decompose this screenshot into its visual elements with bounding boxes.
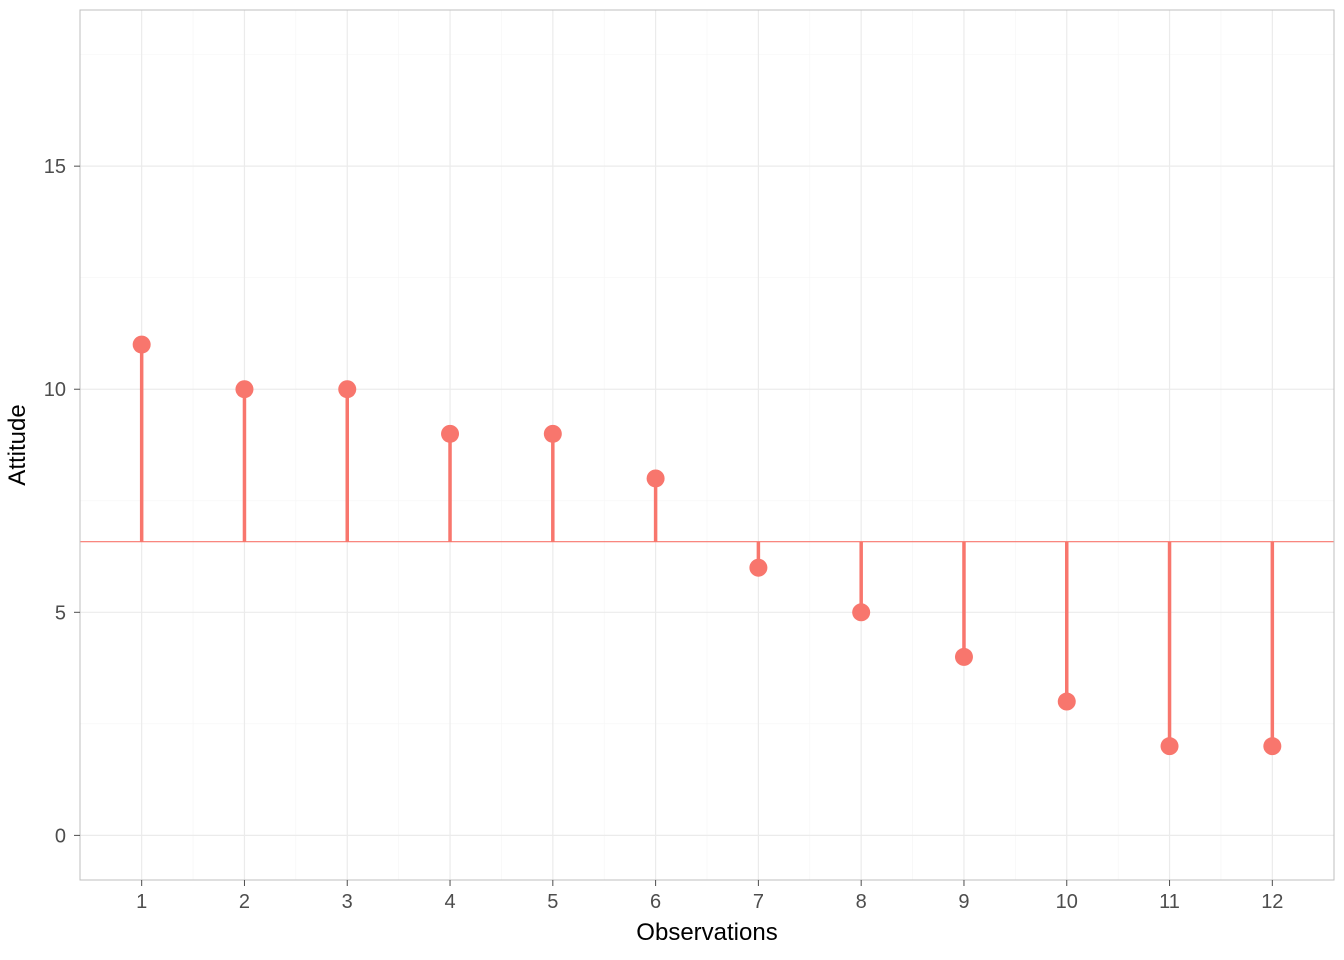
x-tick-label: 3	[342, 891, 353, 913]
chart-container: 123456789101112051015ObservationsAttitud…	[0, 0, 1344, 960]
lollipop-point	[955, 648, 973, 666]
x-tick-label: 1	[136, 891, 147, 913]
x-tick-label: 8	[856, 891, 867, 913]
y-axis-label: Attitude	[4, 404, 31, 485]
y-tick-label: 0	[55, 825, 66, 847]
lollipop-point	[441, 425, 459, 443]
y-tick-label: 10	[44, 379, 66, 401]
x-tick-label: 7	[753, 891, 764, 913]
x-tick-label: 6	[650, 891, 661, 913]
lollipop-point	[852, 603, 870, 621]
lollipop-point	[338, 380, 356, 398]
lollipop-point	[749, 559, 767, 577]
x-tick-label: 11	[1159, 891, 1180, 913]
lollipop-point	[544, 425, 562, 443]
x-tick-label: 12	[1261, 891, 1283, 913]
x-tick-label: 9	[958, 891, 969, 913]
lollipop-chart: 123456789101112051015ObservationsAttitud…	[0, 0, 1344, 960]
x-tick-label: 4	[444, 891, 455, 913]
lollipop-point	[133, 336, 151, 354]
y-tick-label: 15	[44, 156, 66, 178]
y-tick-label: 5	[55, 602, 66, 624]
lollipop-point	[647, 469, 665, 487]
lollipop-point	[1161, 737, 1179, 755]
x-tick-label: 2	[239, 891, 250, 913]
lollipop-point	[235, 380, 253, 398]
x-axis-label: Observations	[636, 919, 777, 946]
lollipop-point	[1058, 693, 1076, 711]
x-tick-label: 10	[1056, 891, 1078, 913]
x-tick-label: 5	[547, 891, 558, 913]
lollipop-point	[1263, 737, 1281, 755]
